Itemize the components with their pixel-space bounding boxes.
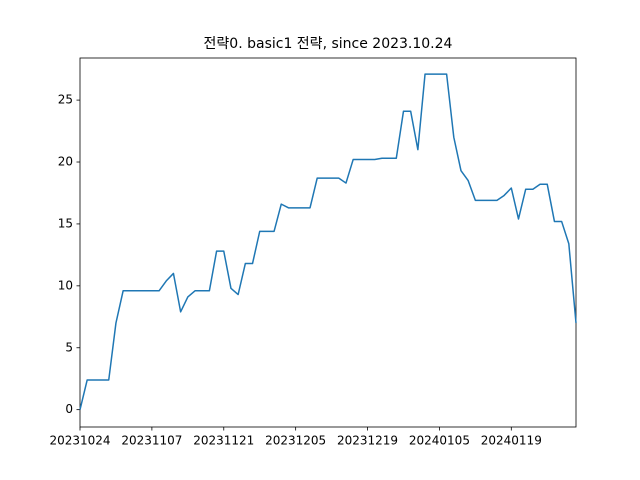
- x-tick-label: 20231107: [121, 434, 182, 448]
- y-tick-label: 15: [58, 216, 73, 230]
- x-tick-label: 20240119: [481, 434, 542, 448]
- chart-title: 전략0. basic1 전략, since 2023.10.24: [204, 36, 453, 52]
- x-tick-label: 20231024: [49, 434, 110, 448]
- x-tick-label: 20240105: [409, 434, 470, 448]
- y-tick-label: 25: [58, 93, 73, 107]
- line: [79, 73, 577, 410]
- y-tick-label: 0: [65, 402, 73, 416]
- y-tick-label: 5: [65, 340, 73, 354]
- x-tick-label: 20231205: [265, 434, 326, 448]
- y-tick-label: 10: [58, 278, 73, 292]
- x-tick-label: 20231121: [193, 434, 254, 448]
- x-tick-label: 20231219: [337, 434, 398, 448]
- axes-frame: [79, 57, 577, 428]
- y-tick-label: 20: [58, 155, 73, 169]
